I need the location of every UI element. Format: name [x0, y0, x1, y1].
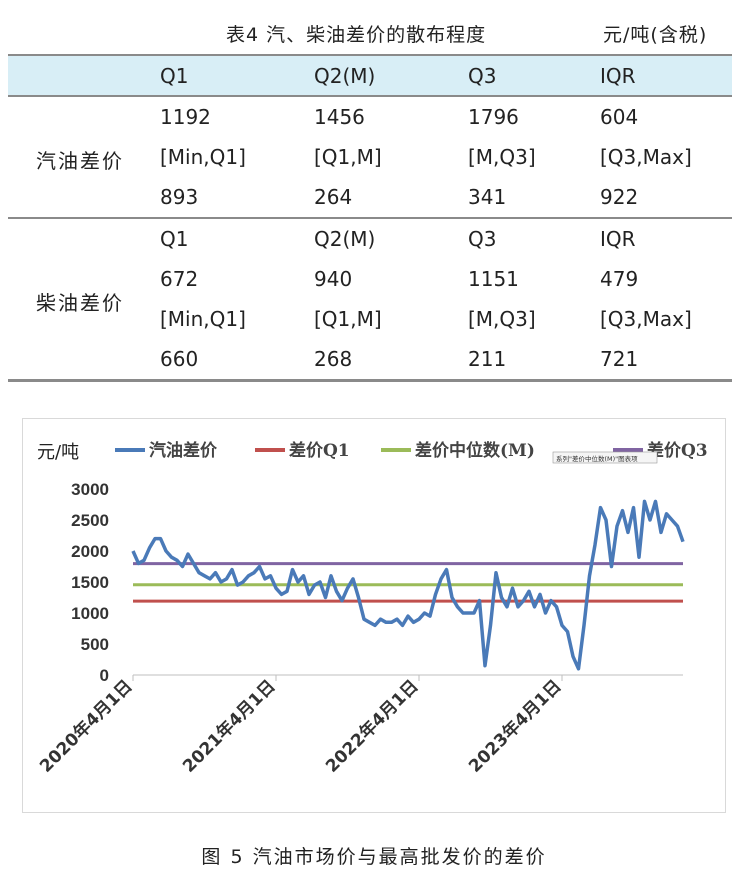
table-title: 表4 汽、柴油差价的散布程度 元/吨(含税) [0, 20, 748, 46]
y-tick-label: 0 [100, 666, 109, 685]
table-row: 672 940 1151 479 [8, 259, 732, 299]
y-axis-label: 元/吨 [37, 442, 79, 463]
table-cell: 341 [468, 185, 507, 209]
y-tick-label: 2000 [71, 542, 109, 561]
tooltip-box [552, 451, 658, 464]
table-cell: 1456 [314, 105, 365, 129]
table-cell: [Min,Q1] [160, 307, 246, 331]
line-chart[interactable]: 元/吨 0 500 1000 1500 2000 2500 3000 2020年4月1日 2021… [23, 419, 725, 812]
legend-label: 差价中位数(M) [415, 440, 535, 461]
table-cell: IQR [600, 227, 636, 251]
table-cell: Q1 [160, 227, 189, 251]
header-q3: Q3 [468, 64, 497, 88]
table-cell: [Q3,Max] [600, 145, 692, 169]
table-cell: 893 [160, 185, 199, 209]
table-cell: 1151 [468, 267, 519, 291]
x-tick-label: 2022年4月1日 [321, 676, 422, 777]
table-title-text: 表4 汽、柴油差价的散布程度 [226, 24, 487, 46]
table-row: [Min,Q1] [Q1,M] [M,Q3] [Q3,Max] [8, 137, 732, 177]
x-tick-label: 2021年4月1日 [178, 676, 279, 777]
table-cell: 1796 [468, 105, 519, 129]
table-row: Q1 Q2(M) Q3 IQR [8, 219, 732, 259]
table-cell: [Q3,Max] [600, 307, 692, 331]
header-q2: Q2(M) [314, 64, 376, 88]
table-row: 893 264 341 922 [8, 177, 732, 217]
table-cell: 479 [600, 267, 639, 291]
table-header-row: Q1 Q2(M) Q3 IQR [8, 54, 732, 95]
tooltip-text: 系列"差价中位数(M)"图表项 [556, 454, 638, 463]
table-row: [Min,Q1] [Q1,M] [M,Q3] [Q3,Max] [8, 299, 732, 339]
x-tick-label: 2020年4月1日 [35, 676, 136, 777]
y-tick-label: 1000 [71, 604, 109, 623]
y-tick-label: 2500 [71, 511, 109, 530]
table-cell: [M,Q3] [468, 307, 536, 331]
table-cell: 672 [160, 267, 199, 291]
table-cell: Q2(M) [314, 227, 376, 251]
figure-caption: 图 5 汽油市场价与最高批发价的差价 [201, 846, 547, 868]
diesel-group: 柴油差价 Q1 Q2(M) Q3 IQR 672 940 1151 479 [M… [8, 217, 732, 382]
x-tick-label: 2023年4月1日 [464, 676, 565, 777]
table-cell: [Min,Q1] [160, 145, 246, 169]
table-cell: [Q1,M] [314, 145, 382, 169]
gasoline-group: 汽油差价 1192 1456 1796 604 [Min,Q1] [Q1,M] … [8, 95, 732, 217]
y-tick-label: 3000 [71, 480, 109, 499]
table-cell: 1192 [160, 105, 211, 129]
header-q1: Q1 [160, 64, 189, 88]
table-cell: 940 [314, 267, 353, 291]
header-iqr: IQR [600, 64, 636, 88]
table-cell: 922 [600, 185, 639, 209]
y-tick-label: 500 [81, 635, 109, 654]
chart-area[interactable]: 元/吨 0 500 1000 1500 2000 2500 3000 2020年4月1日 2021… [22, 418, 726, 813]
gasoline-spread-line [131, 499, 685, 671]
table-row: 660 268 211 721 [8, 339, 732, 379]
legend-label: 汽油差价 [149, 440, 218, 461]
table-cell: 268 [314, 347, 353, 371]
table-row: 1192 1456 1796 604 [8, 97, 732, 137]
table-cell: 211 [468, 347, 507, 371]
gasoline-label: 汽油差价 [36, 149, 124, 173]
table-cell: [Q1,M] [314, 307, 382, 331]
table-cell: 264 [314, 185, 353, 209]
legend-label: 差价Q1 [289, 440, 350, 461]
table-cell: [M,Q3] [468, 145, 536, 169]
diesel-label: 柴油差价 [36, 291, 124, 315]
table-cell: 604 [600, 105, 639, 129]
y-tick-label: 1500 [71, 573, 109, 592]
legend-label: 差价Q3 [647, 440, 708, 461]
table-cell: 721 [600, 347, 639, 371]
table-unit: 元/吨(含税) [603, 24, 708, 46]
table-cell: Q3 [468, 227, 497, 251]
data-table: Q1 Q2(M) Q3 IQR 汽油差价 1192 1456 1796 604 … [8, 54, 732, 382]
table-cell: 660 [160, 347, 199, 371]
